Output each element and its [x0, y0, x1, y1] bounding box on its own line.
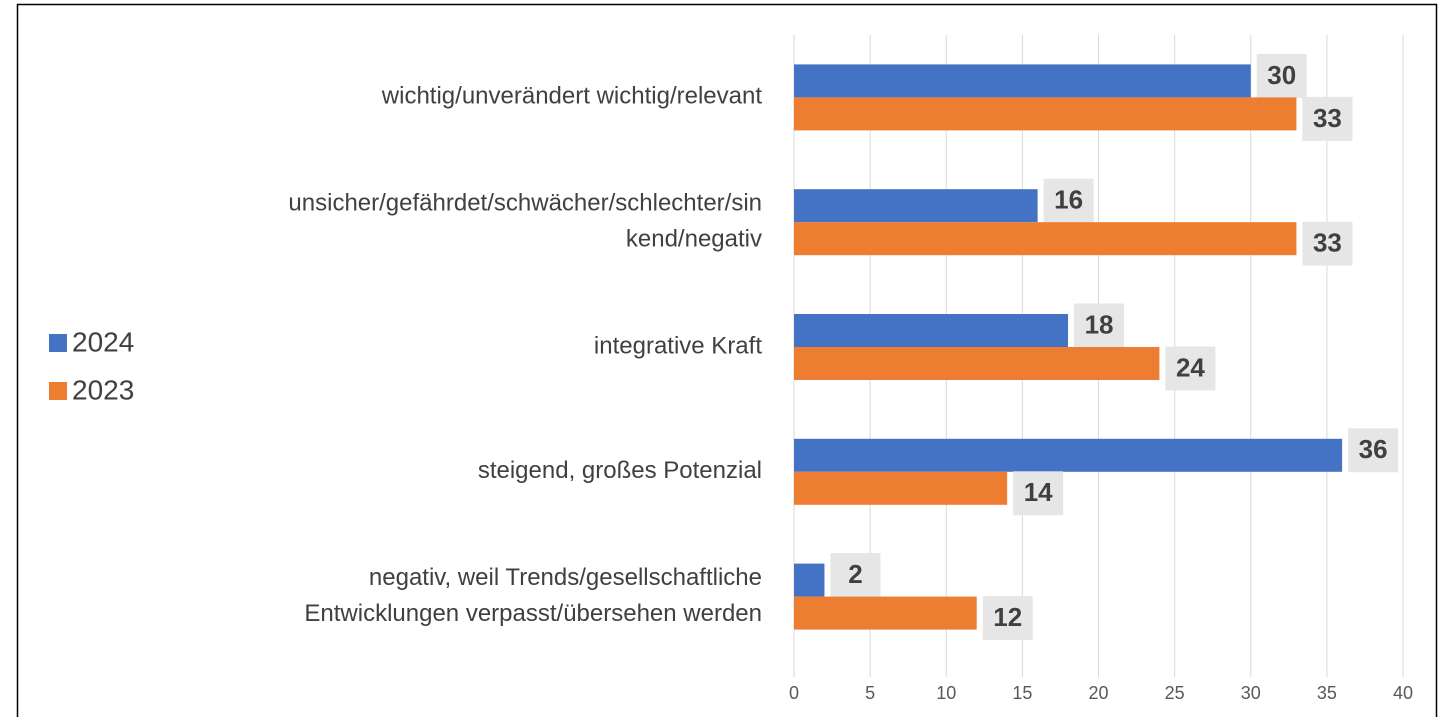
legend-swatch [49, 334, 67, 352]
data-label-box [1165, 346, 1216, 391]
category-label: integrative Kraft [594, 332, 762, 359]
x-tick-label: 10 [936, 683, 956, 703]
x-tick-label: 35 [1317, 683, 1337, 703]
data-label: 33 [1313, 103, 1342, 133]
data-label: 2 [848, 559, 862, 589]
legend-label: 2024 [72, 326, 134, 357]
category-label: Entwicklungen verpasst/übersehen werden [304, 600, 762, 627]
bar [794, 563, 825, 597]
bar [794, 596, 977, 630]
data-label-box [1348, 428, 1399, 473]
bar [794, 347, 1160, 380]
data-label: 14 [1024, 477, 1053, 507]
data-label-box [982, 596, 1033, 641]
x-tick-label: 5 [865, 683, 875, 703]
bar [794, 189, 1038, 223]
x-tick-label: 0 [789, 683, 799, 703]
category-label: steigend, großes Potenzial [478, 457, 762, 484]
x-tick-label: 40 [1393, 683, 1413, 703]
data-label-box [1302, 221, 1353, 266]
bar [794, 314, 1069, 347]
chart-border [16, 3, 1438, 717]
data-label: 33 [1313, 228, 1342, 258]
data-label-box [1302, 96, 1353, 141]
data-label: 16 [1054, 185, 1083, 215]
legend-label: 2023 [72, 374, 134, 405]
data-label: 24 [1176, 352, 1205, 382]
bar [794, 438, 1343, 472]
x-tick-label: 15 [1012, 683, 1032, 703]
x-tick-label: 25 [1165, 683, 1185, 703]
data-label-box [1074, 303, 1125, 348]
legend-swatch [49, 382, 67, 400]
category-label: unsicher/gefährdet/schwächer/schlechter/… [288, 190, 762, 217]
data-label-box [830, 553, 881, 598]
data-label-box [1256, 53, 1307, 98]
category-label: negativ, weil Trends/gesellschaftliche [369, 564, 762, 591]
bar [794, 222, 1297, 256]
data-label: 12 [993, 602, 1022, 632]
x-tick-label: 30 [1241, 683, 1261, 703]
bar [794, 64, 1251, 98]
category-label: wichtig/unverändert wichtig/relevant [381, 83, 763, 110]
category-label: kend/negativ [626, 226, 762, 253]
data-label: 30 [1267, 60, 1296, 90]
data-label: 36 [1359, 434, 1388, 464]
data-label-box [1013, 471, 1064, 516]
bar [794, 97, 1297, 131]
bar [794, 471, 1008, 505]
data-label-box [1043, 178, 1094, 223]
data-label: 18 [1085, 309, 1114, 339]
x-tick-label: 20 [1088, 683, 1108, 703]
